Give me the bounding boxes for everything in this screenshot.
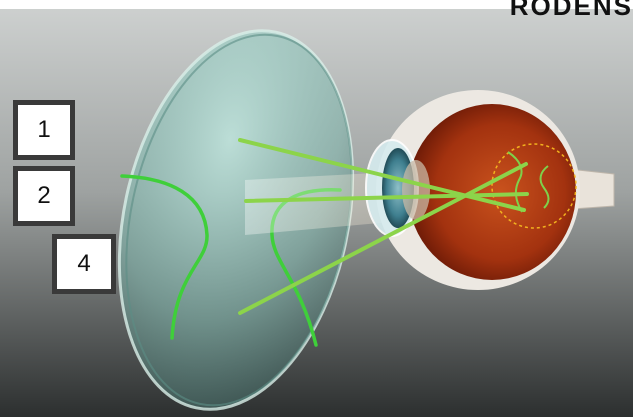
- label-box-4: 4: [52, 234, 116, 294]
- label-box-2: 2: [13, 166, 75, 226]
- label-text-2: 2: [37, 182, 50, 210]
- label-box-1: 1: [13, 100, 75, 160]
- crystalline-lens: [402, 160, 430, 220]
- label-text-4: 4: [77, 250, 90, 278]
- brand-logo: RODENS: [510, 0, 633, 21]
- retina: [408, 104, 576, 280]
- label-text-1: 1: [37, 116, 50, 144]
